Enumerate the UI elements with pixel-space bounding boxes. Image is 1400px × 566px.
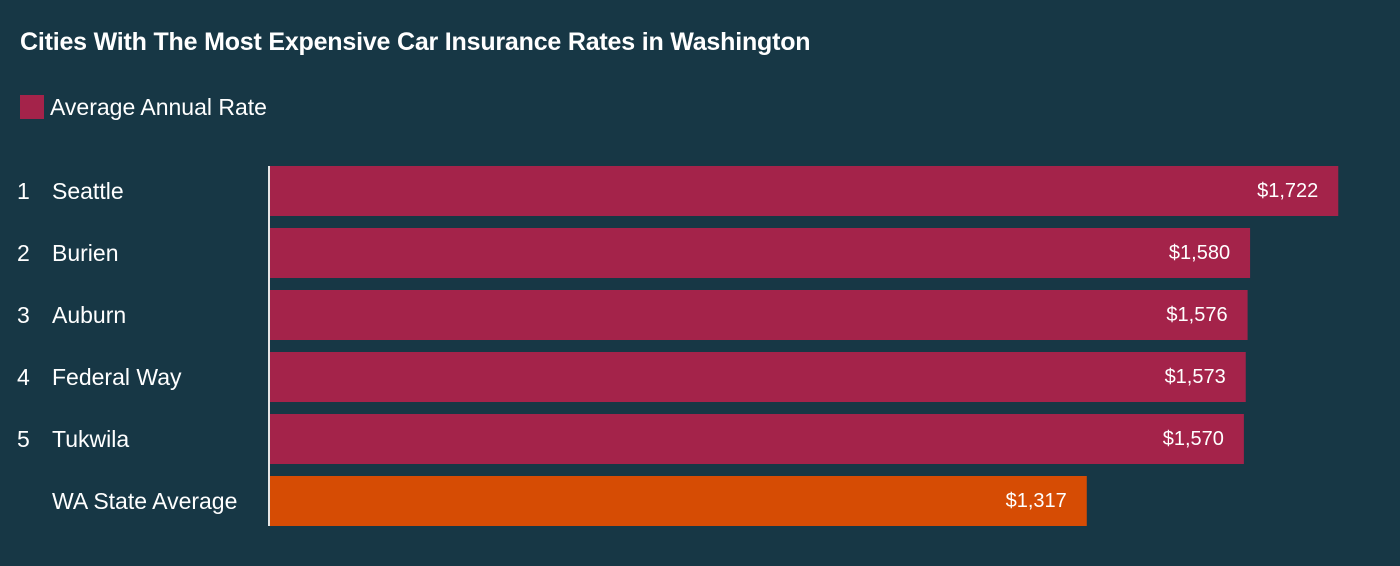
bar-burien bbox=[269, 228, 1251, 278]
bar-wa-state-average bbox=[269, 476, 1087, 526]
value-label-federal-way: $1,573 bbox=[1165, 366, 1226, 388]
rank-label-tukwila: 5 bbox=[17, 426, 30, 452]
value-label-seattle: $1,722 bbox=[1257, 180, 1318, 202]
legend: Average Annual Rate bbox=[20, 92, 267, 122]
legend-label: Average Annual Rate bbox=[50, 93, 267, 120]
rank-label-federal-way: 4 bbox=[17, 364, 30, 390]
bar-seattle bbox=[269, 166, 1339, 216]
rank-label-auburn: 3 bbox=[17, 302, 30, 328]
value-label-burien: $1,580 bbox=[1169, 242, 1230, 264]
category-label-federal-way: Federal Way bbox=[52, 364, 182, 390]
category-label-burien: Burien bbox=[52, 240, 118, 266]
rank-label-seattle: 1 bbox=[17, 178, 30, 204]
bar-tukwila bbox=[269, 414, 1244, 464]
value-label-auburn: $1,576 bbox=[1166, 304, 1227, 326]
bars-group bbox=[269, 166, 1339, 526]
category-label-wa-state-average: WA State Average bbox=[52, 488, 237, 514]
bar-federal-way bbox=[269, 352, 1246, 402]
value-label-wa-state-average: $1,317 bbox=[1006, 490, 1067, 512]
bar-auburn bbox=[269, 290, 1248, 340]
value-label-tukwila: $1,570 bbox=[1163, 428, 1224, 450]
legend-swatch bbox=[20, 95, 44, 119]
category-label-auburn: Auburn bbox=[52, 302, 126, 328]
rank-label-burien: 2 bbox=[17, 240, 30, 266]
chart-title: Cities With The Most Expensive Car Insur… bbox=[20, 28, 811, 56]
category-label-seattle: Seattle bbox=[52, 178, 124, 204]
labels-group: $1,722 1 Seattle $1,580 2 Burien $1,576 3 Auburn… bbox=[17, 178, 1318, 514]
category-label-tukwila: Tukwila bbox=[52, 426, 129, 452]
